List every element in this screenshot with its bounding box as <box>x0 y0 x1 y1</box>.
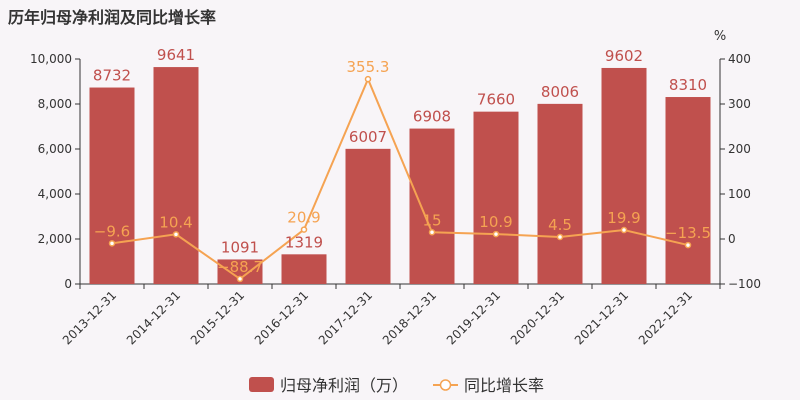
bars-group <box>89 67 711 285</box>
bar-value-label: 1319 <box>285 233 323 251</box>
y-left-tick-label: 4,000 <box>38 187 72 201</box>
x-tick-label: 2020-12-31 <box>508 288 567 347</box>
legend-bar-swatch[interactable] <box>249 377 274 392</box>
chart-title: 历年归母净利润及同比增长率 <box>8 8 217 27</box>
x-tick-label: 2018-12-31 <box>380 288 439 347</box>
line-point[interactable] <box>300 226 308 233</box>
line-value-label: 20.9 <box>287 209 320 227</box>
line-point[interactable] <box>492 230 500 238</box>
legend-line-marker[interactable] <box>439 379 452 391</box>
bar[interactable] <box>345 148 391 284</box>
line-point[interactable] <box>556 233 564 241</box>
bar[interactable] <box>473 111 519 285</box>
legend[interactable]: 归母净利润（万） 同比增长率 <box>249 376 544 395</box>
y-right-tick-label: 300 <box>728 97 751 111</box>
y-left-tick-label: 10,000 <box>30 52 72 66</box>
line-value-label: 10.9 <box>479 213 512 231</box>
bar[interactable] <box>153 67 199 284</box>
bar-value-label: 7660 <box>477 91 515 109</box>
bar[interactable] <box>281 254 327 284</box>
line-group <box>108 75 692 283</box>
line-point[interactable] <box>620 226 628 234</box>
bar-value-label: 8732 <box>93 67 131 85</box>
line-value-label: 15 <box>422 211 441 229</box>
line-value-label: −9.6 <box>94 222 130 240</box>
bar-value-label: 8006 <box>541 83 579 101</box>
y-right-unit-label: % <box>714 29 726 44</box>
x-tick-label: 2013-12-31 <box>60 288 119 347</box>
bar[interactable] <box>665 97 711 285</box>
bar-value-label: 8310 <box>669 76 707 94</box>
y-right-tick-label: 200 <box>728 142 751 156</box>
legend-bar-label[interactable]: 归母净利润（万） <box>280 376 408 395</box>
line-value-label: 355.3 <box>347 58 390 76</box>
y-right-tick-label: −100 <box>728 277 761 291</box>
line-point[interactable] <box>108 240 116 247</box>
y-left-tick-label: 8,000 <box>38 97 72 111</box>
y-left-tick-label: 2,000 <box>38 232 72 246</box>
y-left-tick-label: 6,000 <box>38 142 72 156</box>
line-point[interactable] <box>172 231 180 238</box>
data-labels-group: 8732 9641 1091 1319 6007 6908 7660 8006 9602 8310… <box>93 46 711 276</box>
line-value-label: 10.4 <box>159 213 192 231</box>
line-point[interactable] <box>364 75 372 83</box>
bar[interactable] <box>537 103 583 285</box>
x-tick-label: 2021-12-31 <box>572 288 631 347</box>
bar-value-label: 9602 <box>605 47 643 65</box>
bar-value-label: 9641 <box>157 46 195 64</box>
line-point[interactable] <box>684 241 692 249</box>
bar[interactable] <box>409 128 455 284</box>
x-tick-label: 2014-12-31 <box>124 288 183 347</box>
x-tick-label: 2015-12-31 <box>188 288 247 347</box>
line-value-label: −88.7 <box>217 258 263 276</box>
x-tick-label: 2016-12-31 <box>252 288 311 347</box>
y-right-tick-label: 400 <box>728 52 751 66</box>
x-tick-label: 2022-12-31 <box>636 288 695 347</box>
y-right-tick-label: 0 <box>728 232 736 246</box>
legend-line-label[interactable]: 同比增长率 <box>464 376 544 395</box>
bar[interactable] <box>601 67 647 284</box>
growth-line <box>111 76 689 281</box>
bar-value-label: 6908 <box>413 108 451 126</box>
bar-value-label: 1091 <box>221 238 259 256</box>
line-value-label: −13.5 <box>665 224 711 242</box>
line-point[interactable] <box>428 229 436 236</box>
y-right-tick-label: 100 <box>728 187 751 201</box>
line-point[interactable] <box>236 275 244 283</box>
line-value-label: 4.5 <box>548 216 572 234</box>
bar-value-label: 6007 <box>349 128 387 146</box>
bar[interactable] <box>89 87 135 284</box>
axes-group: 0 2,000 4,000 6,000 8,000 10,000 −100 0 100 200 30… <box>30 29 761 347</box>
x-tick-label: 2019-12-31 <box>444 288 503 347</box>
line-value-label: 19.9 <box>607 209 640 227</box>
y-left-tick-label: 0 <box>64 277 72 291</box>
x-tick-label: 2017-12-31 <box>316 288 375 347</box>
